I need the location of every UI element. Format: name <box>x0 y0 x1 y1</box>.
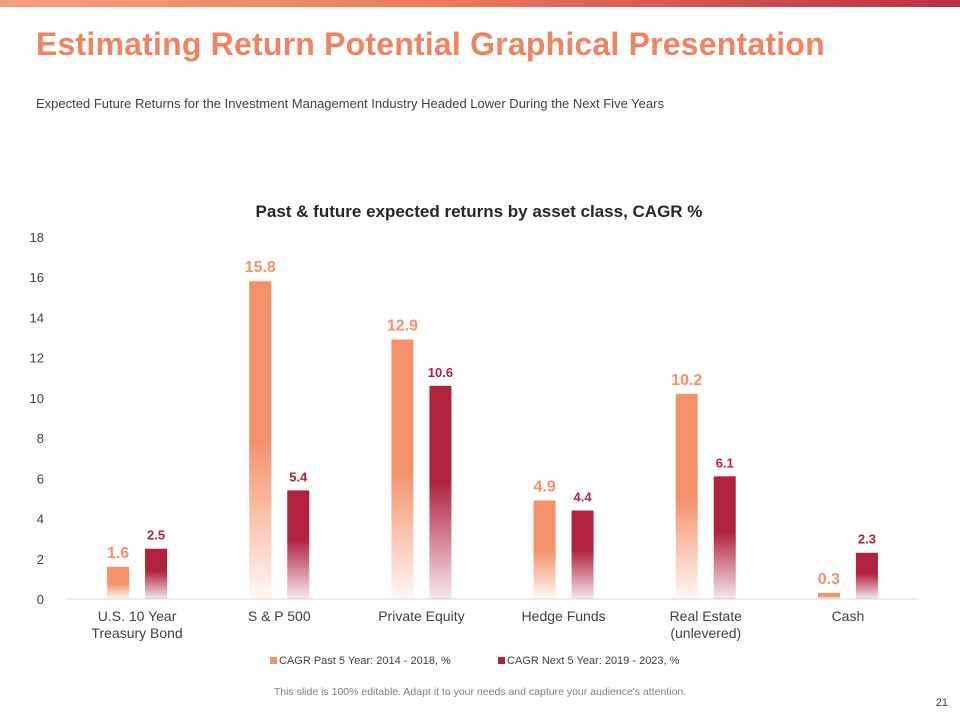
page-number: 21 <box>935 697 948 709</box>
bar-series1-5 <box>817 592 840 599</box>
x-tick-label: S & P 500 <box>248 608 311 624</box>
data-label-series1-1: 15.8 <box>245 259 276 276</box>
bar-series2-2 <box>429 385 452 599</box>
data-label-series1-2: 12.9 <box>387 318 418 335</box>
data-label-series2-3: 4.4 <box>574 490 593 505</box>
top-accent-bar <box>0 0 960 7</box>
bar-series1-3 <box>533 500 556 599</box>
y-tick-label: 8 <box>37 431 44 446</box>
bar-series2-1 <box>287 490 310 599</box>
data-label-series1-3: 4.9 <box>533 478 555 495</box>
legend-label-series2: CAGR Next 5 Year: 2019 - 2023, % <box>507 655 680 667</box>
data-label-series2-2: 10.6 <box>428 365 453 380</box>
x-tick-label: Hedge Funds <box>522 608 606 624</box>
legend-swatch-series2 <box>498 657 505 664</box>
x-tick-label: U.S. 10 Year <box>98 608 177 624</box>
bars-group <box>107 281 878 599</box>
legend: CAGR Past 5 Year: 2014 - 2018, % CAGR Nex… <box>270 655 680 667</box>
x-tick-label: Real Estate <box>670 608 743 624</box>
y-tick-label: 16 <box>30 270 44 285</box>
slide-title: Estimating Return Potential Graphical Pr… <box>36 26 825 62</box>
data-label-series2-0: 2.5 <box>147 528 165 543</box>
footer-note: This slide is 100% editable. Adapt it to… <box>273 686 687 698</box>
y-tick-label: 2 <box>37 552 44 567</box>
x-tick-label: Private Equity <box>378 608 464 624</box>
bar-series1-1 <box>249 281 272 599</box>
data-labels-group: 1.6 2.5 15.8 5.4 12.9 10.6 4.9 4.4 10.2 6.1 0.3 2.3 <box>107 259 876 588</box>
bar-series1-0 <box>107 566 130 599</box>
y-tick-label: 14 <box>30 310 44 325</box>
bar-series2-5 <box>855 552 878 599</box>
chart-title: Past & future expected returns by asset … <box>256 202 703 221</box>
y-tick-label: 4 <box>37 512 44 527</box>
bar-series2-0 <box>145 548 168 599</box>
data-label-series1-4: 10.2 <box>671 372 702 389</box>
slide-subtitle: Expected Future Returns for the Investme… <box>36 96 664 111</box>
x-tick-label: (unlevered) <box>670 625 741 641</box>
y-tick-label: 6 <box>37 471 44 486</box>
y-tick-label: 18 <box>30 230 44 245</box>
bar-series2-3 <box>571 510 594 599</box>
data-label-series1-5: 0.3 <box>818 571 840 588</box>
bar-series1-4 <box>675 393 698 599</box>
bar-chart: Past & future expected returns by asset … <box>30 202 919 667</box>
x-tick-label: Treasury Bond <box>91 625 182 641</box>
data-label-series2-4: 6.1 <box>716 455 734 470</box>
bar-series2-4 <box>713 476 736 599</box>
y-tick-label: 12 <box>30 351 44 366</box>
legend-swatch-series1 <box>270 657 277 664</box>
legend-label-series1: CAGR Past 5 Year: 2014 - 2018, % <box>279 655 451 667</box>
x-tick-label: Cash <box>832 608 865 624</box>
data-label-series2-1: 5.4 <box>289 469 308 484</box>
data-label-series2-5: 2.3 <box>858 532 876 547</box>
data-label-series1-0: 1.6 <box>107 545 129 562</box>
y-tick-label: 10 <box>30 391 44 406</box>
y-axis: 0 2 4 6 8 10 12 14 16 18 <box>30 230 44 607</box>
bar-series1-2 <box>391 339 414 599</box>
y-tick-label: 0 <box>37 592 44 607</box>
